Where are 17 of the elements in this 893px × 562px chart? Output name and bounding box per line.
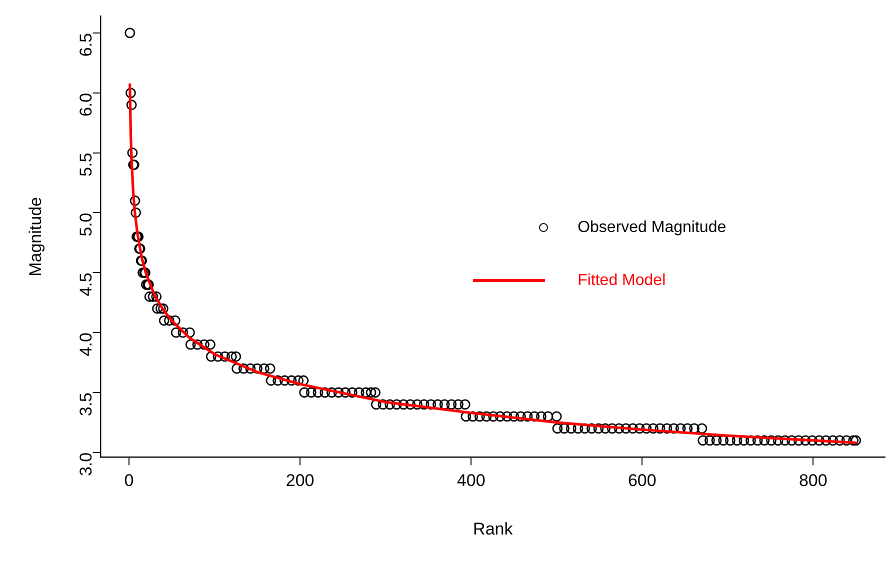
y-tick-label: 4.5 — [76, 272, 96, 296]
x-tick-label: 800 — [798, 471, 828, 490]
y-axis-title: Magnitude — [26, 197, 45, 276]
y-tick-label: 5.5 — [76, 152, 96, 176]
y-tick-label: 3.0 — [76, 452, 96, 476]
y-tick-label: 3.5 — [76, 392, 96, 416]
y-tick-label: 6.5 — [76, 32, 96, 57]
x-axis-title: Rank — [473, 519, 514, 538]
x-tick-label: 0 — [124, 471, 134, 490]
legend-label: Fitted Model — [578, 270, 666, 291]
y-tick-label: 5.0 — [76, 212, 96, 236]
y-tick-label: 4.0 — [76, 332, 96, 356]
y-tick-label: 6.0 — [76, 92, 96, 117]
legend-label: Observed Magnitude — [578, 218, 726, 238]
x-tick-label: 600 — [628, 471, 656, 490]
x-tick-label: 200 — [286, 471, 314, 490]
x-tick-label: 400 — [456, 471, 486, 490]
